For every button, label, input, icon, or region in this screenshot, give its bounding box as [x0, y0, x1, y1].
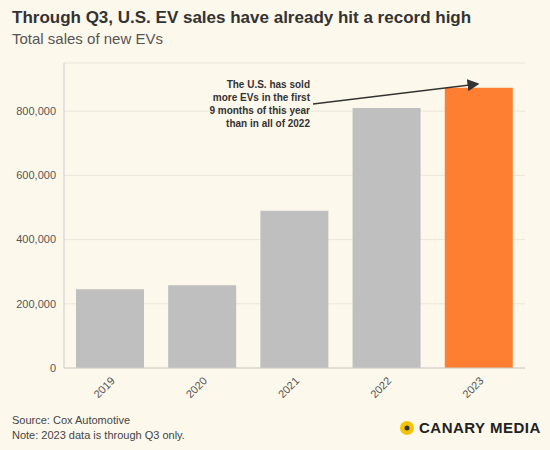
svg-text:600,000: 600,000 — [16, 169, 56, 181]
html-text:Through Q3, U.S. EV sales have: Through Q3, U.S. EV sales have already h… — [12, 8, 472, 27]
html-text:Note: 2023 data is through Q3: Note: 2023 data is through Q3 only. — [12, 429, 185, 441]
html-text:CANARY MEDIA: CANARY MEDIA — [419, 419, 541, 436]
svg-text:2022: 2022 — [368, 374, 394, 400]
svg-text:200,000: 200,000 — [16, 298, 56, 310]
svg-text:800,000: 800,000 — [16, 105, 56, 117]
html-text:Total sales of new EVs: Total sales of new EVs — [12, 30, 163, 47]
svg-text:400,000: 400,000 — [16, 233, 56, 245]
html-text:The U.S. has sold more EVs in: The U.S. has sold more EVs in the first … — [209, 79, 310, 129]
svg-text:2019: 2019 — [91, 374, 117, 400]
svg-text:2023: 2023 — [460, 374, 486, 400]
svg-text:2020: 2020 — [183, 374, 209, 400]
svg-text:0: 0 — [50, 362, 56, 374]
html-text:Source: Cox Automotive: Source: Cox Automotive — [12, 414, 130, 426]
svg-text:2021: 2021 — [276, 374, 302, 400]
